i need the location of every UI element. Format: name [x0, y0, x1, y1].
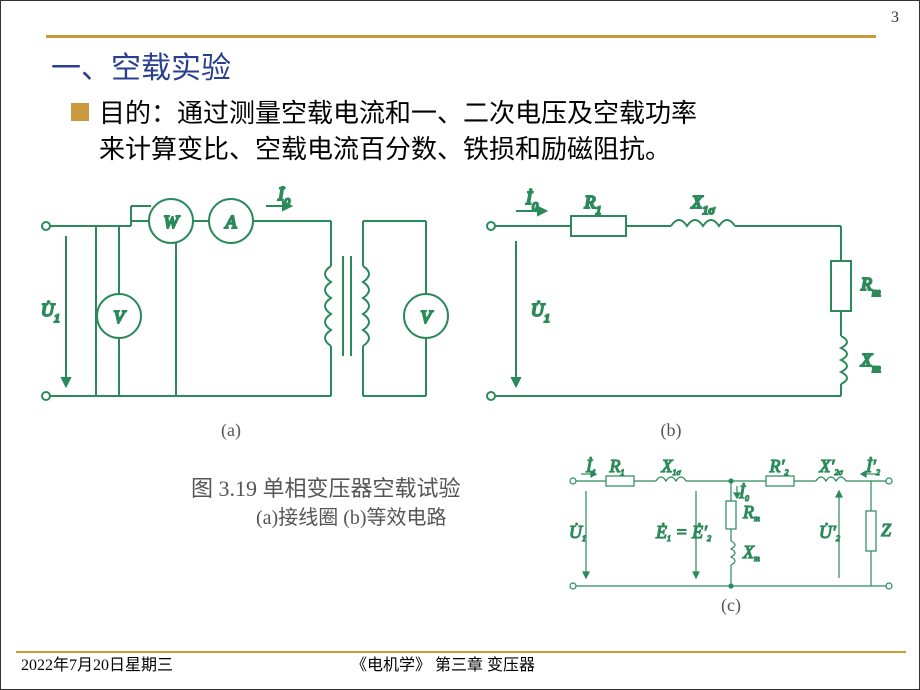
svg-text:R1: R1	[584, 192, 602, 217]
svg-text:A: A	[225, 212, 238, 232]
slide-title: 一、空载实验	[51, 43, 231, 87]
content-line1: 目的：通过测量空载电流和一、二次电压及空载功率	[99, 99, 697, 128]
bullet-icon	[71, 103, 89, 121]
circuit-c-svg: İ1 R1 X1σ R′2 X′2σ İ′2 İ	[561, 456, 901, 626]
svg-text:X1σ: X1σ	[691, 192, 716, 217]
svg-text:Xm: Xm	[742, 542, 760, 563]
footer-chapter: 《电机学》 第三章 变压器	[351, 651, 535, 675]
figure-caption: 图 3.19 单相变压器空载试验	[191, 471, 461, 503]
title-separator-line	[46, 35, 876, 38]
footer-date: 2022年7月20日星期三	[21, 651, 173, 675]
page-number: 3	[891, 9, 899, 27]
svg-text:U̇1: U̇1	[531, 299, 550, 325]
circuit-b-svg: İ0 R1 X1σ Rm Xm U̇1	[471, 186, 891, 446]
svg-text:U̇′2: U̇′2	[819, 521, 840, 543]
svg-text:U̇1: U̇1	[41, 299, 60, 325]
content-text: 目的：通过测量空载电流和一、二次电压及空载功率 来计算变比、空载电流百分数、铁损…	[99, 96, 889, 169]
diagram-area: W A İ0 V U̇1	[31, 176, 891, 626]
content-line2: 来计算变比、空载电流百分数、铁损和励磁阻抗。	[99, 135, 671, 164]
svg-text:Ė1 = Ė′2: Ė1 = Ė′2	[655, 522, 711, 543]
figure-caption-sub: (a)接线圈 (b)等效电路	[256, 501, 447, 530]
svg-text:W: W	[164, 212, 181, 232]
svg-text:Xm: Xm	[860, 350, 881, 375]
circuit-a-svg: W A İ0 V U̇1	[31, 186, 461, 446]
svg-text:Rm: Rm	[742, 502, 760, 523]
svg-text:(a): (a)	[221, 420, 241, 441]
svg-text:Rm: Rm	[860, 274, 881, 299]
svg-text:R1: R1	[609, 456, 625, 477]
svg-text:U̇1: U̇1	[569, 521, 586, 543]
svg-text:İ0: İ0	[525, 188, 538, 213]
svg-text:R′2: R′2	[769, 456, 789, 477]
svg-text:X1σ: X1σ	[661, 456, 682, 477]
svg-text:Z: Z	[881, 520, 892, 540]
svg-text:X′2σ: X′2σ	[819, 456, 844, 477]
svg-text:(c): (c)	[721, 595, 741, 616]
svg-text:(b): (b)	[661, 420, 682, 441]
